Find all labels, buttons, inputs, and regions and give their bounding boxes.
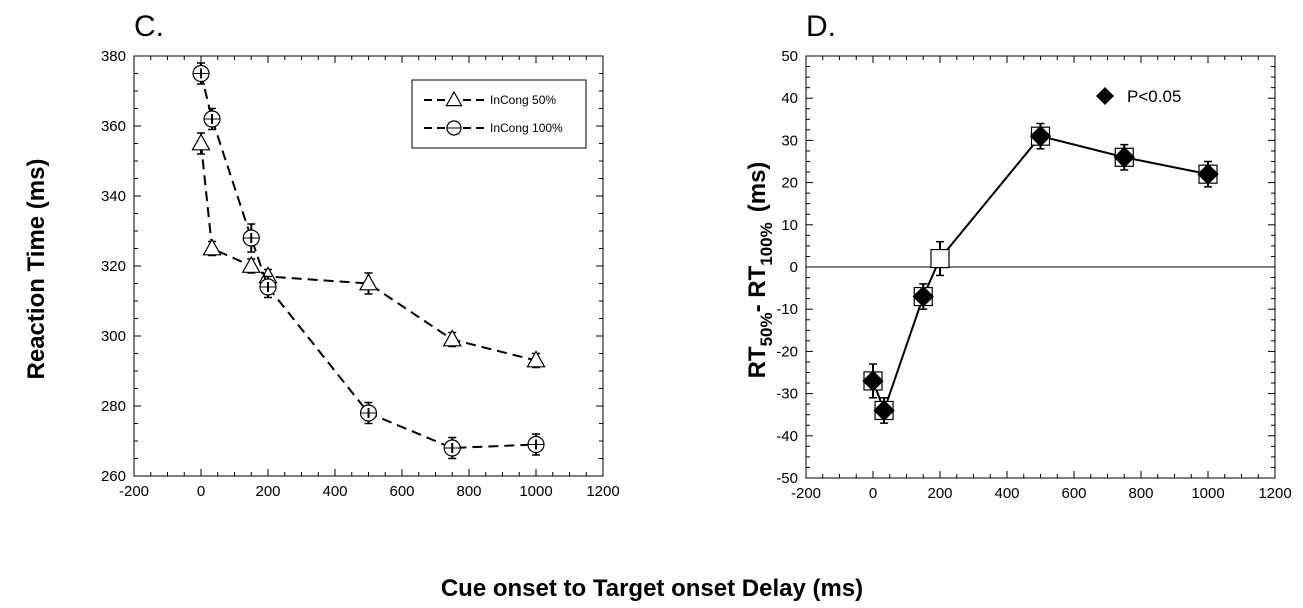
panel-d-y-tick-label: -20 — [776, 343, 798, 360]
panel-d-x-tick-label: 800 — [1128, 485, 1153, 502]
panel-d-series — [862, 122, 1219, 424]
data-point-group — [912, 283, 934, 310]
panel-c-y-axis-label: Reaction Time (ms) — [23, 159, 50, 380]
panel-d-x-tick-label: 600 — [1061, 485, 1086, 502]
panel-c: C. -200 0 200 400 600 800 1000 1200 260 280 300 320… — [23, 10, 620, 500]
significant-diamond — [1113, 146, 1135, 168]
data-point-group — [1197, 160, 1219, 188]
legend-marker-triangle — [445, 90, 463, 107]
series-incong-50 — [191, 132, 546, 369]
panel-d-y-tick-label: 10 — [781, 217, 798, 234]
panel-c-y-tick-label: 280 — [101, 398, 126, 415]
significant-diamond — [912, 285, 934, 308]
legend-diamond-icon — [1096, 87, 1114, 105]
data-point-group — [1029, 122, 1052, 150]
ylabel-sub-100: 100% — [757, 222, 776, 265]
ylabel-rt-a: RT — [744, 346, 771, 378]
legend-label-incong-50: InCong 50% — [490, 93, 556, 107]
series-incong-100 — [192, 62, 545, 460]
panel-d-y-tick-label: 40 — [781, 90, 798, 107]
panel-d-letter: D. — [806, 10, 836, 43]
panel-d-y-axis-label: RT50%- RT100% (ms) — [744, 162, 776, 379]
panel-c-x-tick-label: 600 — [389, 483, 414, 500]
panel-d-y-tick-label: 30 — [781, 132, 798, 149]
ylabel-rt-b: - RT — [744, 265, 771, 312]
panel-d-y-tick-label: -50 — [776, 470, 798, 487]
panel-c-legend: InCong 50% InCong 100% — [411, 79, 587, 149]
panel-c-x-tick-label: 400 — [322, 483, 347, 500]
panel-d-x-tick-label: 400 — [994, 485, 1019, 502]
panel-c-x-tick-label: 1000 — [519, 483, 552, 500]
panel-d-x-tick-label: 200 — [927, 485, 952, 502]
data-point-square — [930, 248, 950, 269]
significant-diamond — [1029, 125, 1052, 147]
panel-c-x-tick-label: 0 — [197, 483, 205, 500]
panel-d-y-tick-label: -30 — [776, 386, 798, 403]
data-point-group — [930, 240, 950, 277]
panel-d-legend: P<0.05 — [1096, 87, 1181, 106]
panel-d-x-tick-label: 1000 — [1191, 485, 1224, 502]
panel-c-x-tick-label: -200 — [119, 483, 149, 500]
panel-c-x-tick-label: 800 — [456, 483, 481, 500]
significant-diamond — [1197, 163, 1219, 185]
panel-c-y-tick-label: 260 — [101, 468, 126, 485]
panel-d-y-tick-label: -10 — [776, 301, 798, 318]
data-point-triangle — [191, 133, 211, 151]
data-point-triangle — [442, 329, 462, 347]
series-line-difference — [872, 135, 1209, 414]
significant-diamond — [862, 370, 884, 392]
ylabel-unit: (ms) — [744, 162, 771, 213]
panel-c-letter: C. — [134, 10, 164, 43]
panel-c-y-tick-label: 340 — [101, 188, 126, 205]
panel-c-series — [191, 62, 546, 460]
panel-c-x-tick-label: 200 — [255, 483, 280, 500]
data-point-group — [1113, 143, 1135, 171]
data-point-group — [873, 397, 895, 424]
panel-d-y-tick-label: 50 — [781, 48, 798, 65]
panel-d-ticks: -200 0 200 400 600 800 1000 1200-50-40-30-20-10… — [776, 48, 1291, 502]
panel-d-x-tick-label: 1200 — [1258, 485, 1291, 502]
panel-c-x-tick-label: 1200 — [586, 483, 619, 500]
panel-d-y-tick-label: -40 — [776, 428, 798, 445]
legend-label-incong-100: InCong 100% — [490, 121, 563, 135]
panel-d-x-tick-label: 0 — [869, 485, 877, 502]
data-point-triangle — [202, 238, 222, 256]
significant-diamond — [873, 399, 895, 422]
data-point-triangle — [526, 350, 546, 368]
panel-d: D. -200 0 200 400 600 800 1000 1200-50-40-30-20… — [744, 10, 1292, 502]
data-point-triangle — [241, 255, 261, 273]
legend-label-significance: P<0.05 — [1127, 87, 1181, 106]
panel-c-legend-box — [411, 79, 587, 149]
panel-d-y-tick-label: 0 — [790, 259, 798, 276]
panel-c-y-tick-label: 300 — [101, 328, 126, 345]
panel-c-y-tick-label: 360 — [101, 118, 126, 135]
shared-x-axis-label: Cue onset to Target onset Delay (ms) — [441, 575, 863, 602]
ylabel-sub-50: 50% — [757, 312, 776, 346]
panel-d-y-tick-label: 20 — [781, 175, 798, 192]
data-point-group — [862, 363, 884, 399]
panel-c-y-tick-label: 380 — [101, 48, 126, 65]
panel-c-y-tick-label: 320 — [101, 258, 126, 275]
data-point-triangle — [358, 273, 379, 291]
panel-c-ticks: -200 0 200 400 600 800 1000 1200 260 280 300 320 340… — [101, 48, 620, 500]
panel-d-x-tick-label: -200 — [791, 485, 821, 502]
